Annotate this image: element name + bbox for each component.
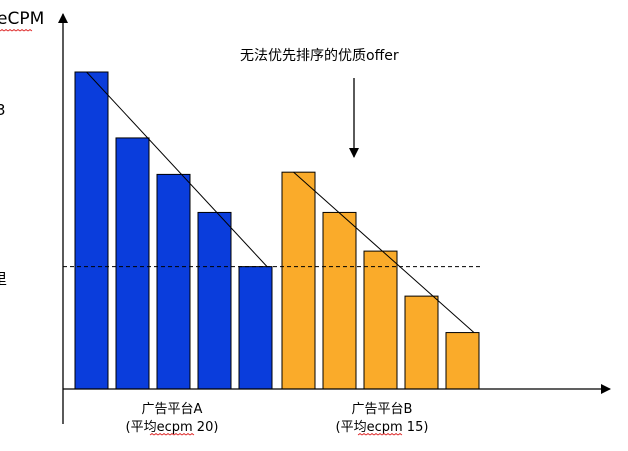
group-a-sublabel: (平均ecpm 20) <box>126 420 219 435</box>
bar-group-1-1 <box>74 71 109 390</box>
bar-group-1-4 <box>197 211 232 390</box>
y-tick-label: 里 <box>0 270 7 288</box>
bar-group-1-2 <box>115 137 150 390</box>
spellcheck-underline <box>149 433 195 436</box>
group-b-label: 广告平台B <box>352 402 413 417</box>
bar-group-2-1 <box>281 171 316 390</box>
bar-group-2-2 <box>322 211 357 390</box>
spellcheck-underline <box>0 29 33 32</box>
group-b-sublabel: (平均ecpm 15) <box>336 420 429 435</box>
bar-group-2-5 <box>445 332 480 390</box>
group-a-label: 广告平台A <box>142 402 203 417</box>
trend-lines-layer <box>86 71 475 333</box>
spellcheck-underline <box>357 433 403 436</box>
annotation-text: 无法优先排序的优质offer <box>240 48 399 64</box>
bar-group-1-5 <box>238 266 273 390</box>
bars-layer <box>74 71 480 390</box>
y-axis-label: eCPM <box>0 9 44 29</box>
bar-group-2-4 <box>404 295 439 390</box>
bar-group-2-3 <box>363 250 398 390</box>
y-tick-label: 3 <box>0 101 6 119</box>
trend-line-group-2 <box>293 171 475 333</box>
trend-line-group-1 <box>86 71 268 267</box>
bar-group-1-3 <box>156 173 191 390</box>
